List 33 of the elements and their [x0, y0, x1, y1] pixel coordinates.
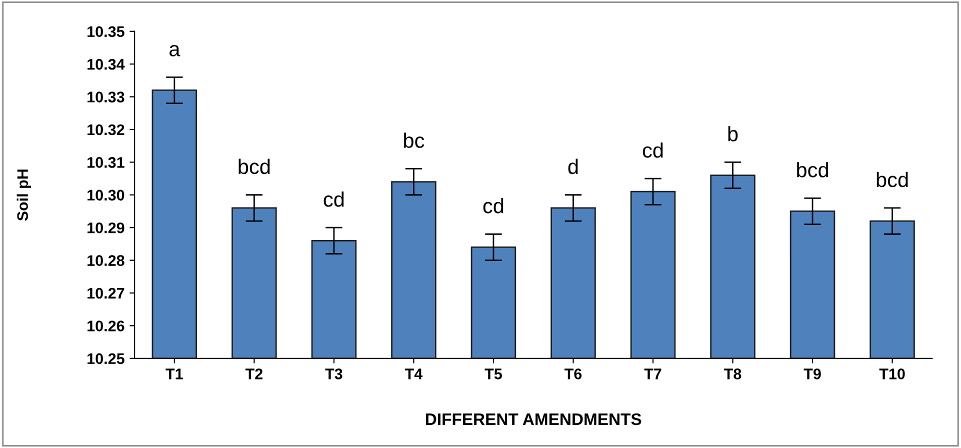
x-tick-label: T2	[245, 368, 262, 380]
annotation: b	[728, 126, 738, 142]
y-axis-title: Soil pH	[16, 170, 32, 221]
annotation: bc	[404, 132, 424, 148]
annotation: bcd	[876, 172, 908, 188]
y-tick-label: 10.31	[88, 157, 124, 168]
x-axis-title: DIFFERENT AMENDMENTS	[426, 413, 642, 426]
x-tick-label: T1	[166, 368, 183, 380]
y-tick-label: 10.28	[88, 255, 124, 266]
annotation: cd	[483, 198, 504, 214]
annotation: bcd	[797, 162, 828, 178]
x-tick-label: T6	[564, 368, 582, 380]
annotation: bcd	[238, 158, 270, 174]
y-tick-label: 10.34	[88, 58, 125, 70]
y-tick-label: 10.26	[88, 320, 124, 332]
y-tick-label: 10.29	[88, 222, 124, 234]
y-tick-label: 10.25	[88, 353, 124, 364]
y-tick-label: 10.27	[88, 288, 124, 299]
x-tick-label: T10	[879, 368, 905, 380]
annotation: cd	[642, 142, 663, 158]
annotation: a	[170, 44, 180, 56]
x-tick-label: T4	[404, 368, 423, 380]
annotation: d	[568, 158, 578, 174]
y-tick-label: 10.35	[88, 26, 124, 38]
y-tick-label: 10.32	[88, 124, 124, 136]
x-tick-label: T5	[484, 368, 502, 380]
x-tick-label: T9	[804, 368, 821, 380]
y-tick-label: 10.33	[88, 92, 124, 102]
y-tick-label: 10.30	[88, 190, 124, 201]
x-tick-label: T3	[325, 368, 342, 380]
x-tick-label: T8	[724, 368, 742, 380]
annotation: cd	[324, 191, 344, 207]
x-tick-label: T7	[644, 368, 662, 380]
